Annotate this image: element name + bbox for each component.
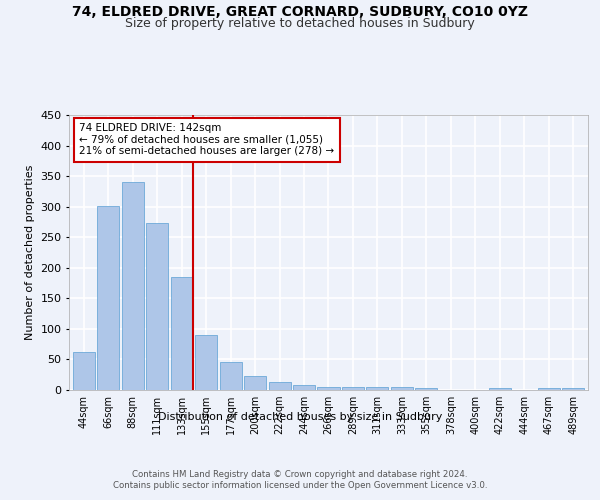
Text: Contains public sector information licensed under the Open Government Licence v3: Contains public sector information licen…	[113, 481, 487, 490]
Bar	[73, 352, 95, 390]
Bar	[97, 206, 119, 390]
Bar	[317, 387, 340, 390]
Bar	[391, 387, 413, 390]
Text: Distribution of detached houses by size in Sudbury: Distribution of detached houses by size …	[158, 412, 442, 422]
Bar	[220, 362, 242, 390]
Bar	[538, 388, 560, 390]
Bar	[122, 182, 143, 390]
Bar	[415, 388, 437, 390]
Text: 74, ELDRED DRIVE, GREAT CORNARD, SUDBURY, CO10 0YZ: 74, ELDRED DRIVE, GREAT CORNARD, SUDBURY…	[72, 5, 528, 19]
Bar	[342, 387, 364, 390]
Text: 74 ELDRED DRIVE: 142sqm
← 79% of detached houses are smaller (1,055)
21% of semi: 74 ELDRED DRIVE: 142sqm ← 79% of detache…	[79, 123, 335, 156]
Bar	[146, 222, 168, 390]
Bar	[195, 335, 217, 390]
Bar	[170, 277, 193, 390]
Text: Size of property relative to detached houses in Sudbury: Size of property relative to detached ho…	[125, 18, 475, 30]
Bar	[244, 376, 266, 390]
Bar	[269, 382, 290, 390]
Bar	[367, 387, 388, 390]
Text: Contains HM Land Registry data © Crown copyright and database right 2024.: Contains HM Land Registry data © Crown c…	[132, 470, 468, 479]
Bar	[489, 388, 511, 390]
Y-axis label: Number of detached properties: Number of detached properties	[25, 165, 35, 340]
Bar	[293, 385, 315, 390]
Bar	[562, 388, 584, 390]
